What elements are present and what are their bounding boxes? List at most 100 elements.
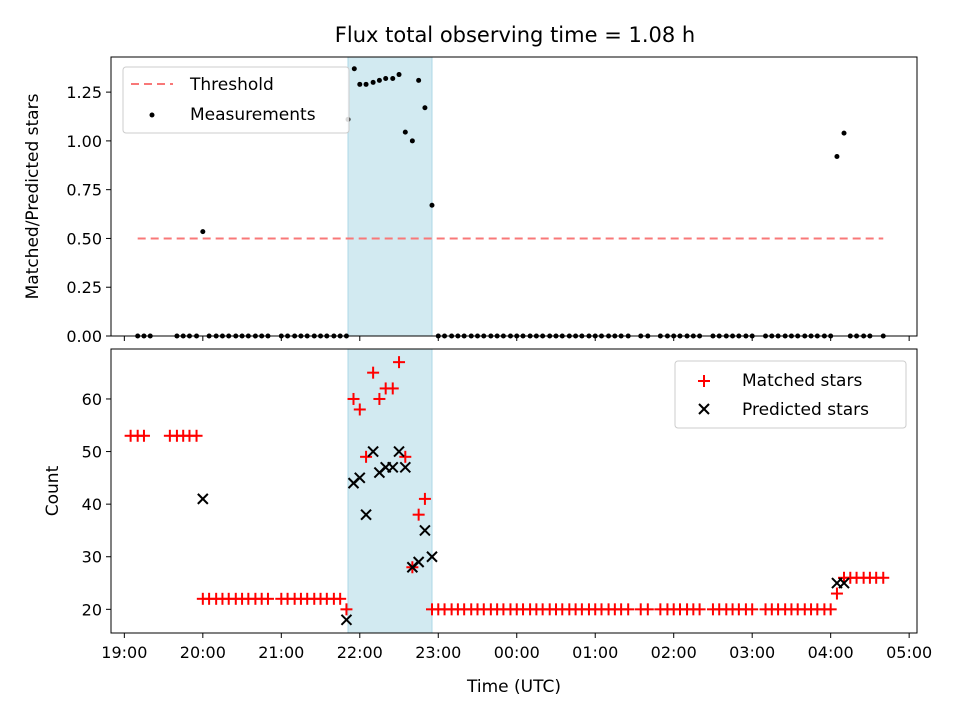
measurement-point [841, 130, 847, 136]
matched-star-point [347, 392, 360, 405]
bottom-legend: Matched stars Predicted stars [674, 360, 907, 429]
bottom-panel: 20 30 40 50 60 19:00 20:00 21:00 22:00 23:00 00:0… [43, 348, 932, 697]
top-y-tick-label: 0.75 [66, 181, 102, 200]
predicted-star-point [426, 551, 438, 563]
top-y-ticks: 0.00 0.25 0.50 0.75 1.00 1.25 [66, 83, 111, 346]
matched-star-point [190, 429, 203, 442]
x-tick-label: 22:00 [337, 643, 383, 662]
x-axis-label: Time (UTC) [466, 677, 561, 697]
predicted-legend-label: Predicted stars [742, 400, 869, 420]
x-tick-label: 20:00 [180, 643, 226, 662]
measurement-point [422, 105, 428, 111]
measurement-point [429, 202, 435, 208]
x-tick-label: 01:00 [572, 643, 618, 662]
top-shaded-region [347, 56, 433, 337]
bottom-marks [124, 356, 890, 626]
x-tick-label: 04:00 [808, 643, 854, 662]
matched-star-point [418, 492, 431, 505]
matched-star-point [367, 366, 380, 379]
x-tick-label: 23:00 [415, 643, 461, 662]
matched-star-point [746, 603, 759, 616]
predicted-star-point [367, 445, 379, 458]
measurement-point [200, 229, 206, 235]
matched-star-point [261, 592, 274, 605]
top-y-tick-label: 0.00 [66, 327, 102, 346]
top-marks [135, 66, 886, 339]
predicted-star-point [360, 508, 372, 521]
top-y-axis-label: Matched/Predicted stars [23, 93, 43, 299]
top-legend: Threshold Measurements [122, 66, 350, 134]
predicted-star-point [354, 472, 366, 484]
matched-star-point [641, 603, 654, 616]
bottom-y-tick-label: 60 [82, 390, 102, 409]
chart-title: Flux total observing time = 1.08 h [335, 23, 695, 47]
x-tick-label: 21:00 [258, 643, 304, 662]
matched-legend-label: Matched stars [742, 371, 862, 391]
bottom-y-ticks: 20 30 40 50 60 [82, 390, 111, 619]
measurement-point [363, 81, 369, 87]
x-tick-label: 19:00 [101, 643, 147, 662]
bottom-y-tick-label: 30 [82, 548, 102, 567]
measurements-legend-label: Measurements [190, 105, 316, 125]
matched-star-point [622, 603, 635, 616]
top-panel: 0.00 0.25 0.50 0.75 1.00 1.25 Matched/Predict… [23, 56, 918, 346]
top-legend-box [122, 66, 350, 134]
predicted-legend-swatch [698, 403, 710, 415]
top-x-ticks [123, 336, 910, 341]
matched-star-point [373, 392, 386, 405]
top-y-tick-label: 0.50 [66, 229, 102, 248]
top-y-tick-label: 1.00 [66, 132, 102, 151]
top-axes-frame [110, 56, 918, 337]
matched-star-point [693, 603, 706, 616]
predicted-star-point [393, 445, 405, 458]
matched-star-point [137, 429, 150, 442]
x-tick-label: 00:00 [494, 643, 540, 662]
matched-star-point [353, 403, 366, 416]
matched-star-point [340, 603, 353, 616]
bottom-shaded-region [347, 348, 433, 634]
bottom-y-tick-label: 50 [82, 443, 102, 462]
matched-star-point [399, 450, 412, 463]
measurement-point [370, 79, 376, 85]
bottom-y-tick-label: 20 [82, 600, 102, 619]
matched-star-point [393, 356, 406, 369]
bottom-y-axis-label: Count [43, 465, 63, 516]
x-tick-label: 03:00 [729, 643, 775, 662]
predicted-star-point [412, 556, 425, 568]
matched-star-point [824, 603, 837, 616]
measurement-point [357, 81, 363, 87]
bottom-legend-box [674, 360, 907, 429]
matched-star-point [412, 508, 425, 521]
matched-star-point [334, 592, 347, 605]
measurements-legend-swatch [149, 112, 155, 118]
bottom-x-ticks: 19:00 20:00 21:00 22:00 23:00 00:00 01:00 02:00… [101, 633, 932, 662]
bottom-axes-frame [110, 348, 918, 634]
predicted-star-point [387, 461, 399, 474]
measurement-point [834, 154, 840, 160]
predicted-star-point [340, 614, 353, 626]
measurement-point [351, 66, 357, 72]
threshold-legend-label: Threshold [189, 75, 274, 95]
top-y-tick-label: 0.25 [66, 278, 102, 297]
predicted-star-point [419, 524, 431, 537]
predicted-star-point [197, 493, 209, 505]
top-y-tick-label: 1.25 [66, 83, 102, 102]
measurement-point [402, 129, 408, 135]
matched-legend-swatch [698, 375, 710, 387]
matched-star-point [360, 450, 373, 463]
matched-star-point [830, 587, 843, 600]
predicted-star-point [838, 577, 850, 589]
measurement-point [376, 77, 382, 83]
measurement-point [396, 72, 402, 78]
measurement-point [409, 138, 415, 144]
bottom-y-tick-label: 40 [82, 495, 102, 514]
measurement-point [390, 75, 396, 81]
matched-star-point [877, 571, 890, 584]
measurement-point [416, 77, 422, 83]
matched-star-point [386, 382, 399, 395]
x-tick-label: 02:00 [651, 643, 697, 662]
x-tick-label: 05:00 [886, 643, 932, 662]
measurement-point [383, 75, 389, 81]
predicted-star-point [399, 461, 412, 474]
